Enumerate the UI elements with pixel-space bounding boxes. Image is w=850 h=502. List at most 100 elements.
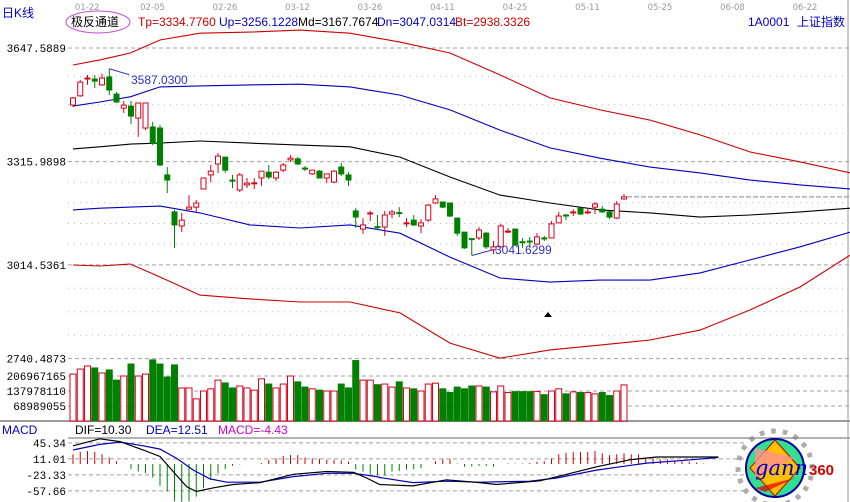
volume-bar — [214, 379, 222, 422]
candle-body — [222, 156, 229, 171]
candle-down — [302, 166, 308, 172]
candle-down — [157, 124, 163, 167]
candle-body — [461, 231, 468, 249]
candle-body — [534, 236, 540, 245]
volume-bar — [388, 386, 396, 422]
candle-body — [570, 211, 577, 214]
dif-line — [72, 438, 719, 493]
volume-bar — [374, 384, 381, 422]
date-tick-label: 04-11 — [430, 3, 455, 13]
candle-up — [505, 228, 511, 234]
price-tick-label: 3647.5889 — [7, 44, 66, 56]
volume-bar — [243, 387, 251, 422]
volume-bar — [352, 360, 360, 422]
candle-body — [70, 97, 76, 106]
candle-body — [447, 202, 453, 217]
candle-down — [454, 217, 461, 236]
candle-body — [149, 126, 156, 144]
candle-up — [613, 200, 620, 220]
candle-body — [294, 158, 301, 165]
candle-body — [425, 204, 432, 221]
volume-bar — [620, 384, 628, 422]
candle-up — [534, 233, 540, 246]
candle-up — [389, 209, 395, 219]
candle-body — [323, 173, 330, 179]
macd-pane — [72, 438, 719, 502]
volume-bar — [120, 375, 128, 422]
volume-bar — [192, 398, 200, 422]
candle-body — [563, 214, 569, 217]
indicator-name[interactable]: 极反通道 — [71, 15, 119, 29]
macd-tick-label: -57.66 — [26, 487, 66, 499]
candle-down — [563, 213, 569, 221]
symbol-name: 上证指数 — [797, 14, 845, 29]
candle-body — [432, 198, 439, 204]
candle-body — [106, 76, 113, 91]
volume-bar — [432, 382, 439, 422]
volume-bar — [308, 388, 316, 422]
candle-up — [251, 178, 258, 189]
tp-value: Tp=3334.7760 — [138, 15, 216, 29]
candle-down — [265, 165, 272, 180]
candle-body — [77, 81, 84, 97]
candle-body — [157, 127, 163, 166]
candle-body — [367, 212, 374, 215]
candle-body — [142, 102, 149, 129]
band-line-up — [72, 83, 850, 190]
candle-body — [410, 219, 417, 226]
candle-body — [280, 164, 287, 171]
date-tick-label: 05-25 — [648, 3, 673, 13]
candle-up — [309, 169, 316, 175]
macd-tick-label: -23.33 — [26, 471, 66, 483]
volume-bar — [446, 392, 454, 422]
candle-down — [461, 231, 468, 249]
date-tick-label: 06-08 — [720, 3, 745, 13]
candle-body — [621, 196, 627, 200]
volume-bar — [301, 386, 309, 422]
volume-bar — [207, 388, 215, 422]
candle-up — [142, 102, 149, 131]
candle-body — [265, 171, 272, 178]
candle-up — [621, 194, 627, 200]
candle-body — [236, 174, 243, 191]
candle-up — [432, 195, 439, 205]
candle-up — [323, 173, 330, 184]
volume-bar — [519, 391, 526, 422]
candle-down — [606, 210, 613, 220]
candle-up — [425, 204, 432, 222]
candle-body — [360, 224, 366, 230]
candle-up — [548, 221, 555, 239]
price-tick-label: 2740.4873 — [7, 355, 66, 367]
candle-up — [193, 199, 200, 212]
candle-down — [294, 157, 301, 165]
candle-down — [447, 202, 453, 218]
volume-bar — [142, 373, 149, 422]
candle-body — [229, 179, 236, 182]
volume-bar — [548, 390, 555, 422]
volume-bar — [381, 383, 389, 422]
candle-body — [454, 217, 461, 234]
volume-bar — [134, 375, 142, 422]
date-tick-label: 05-11 — [575, 3, 600, 13]
candle-up — [497, 223, 504, 248]
candle-body — [251, 182, 258, 185]
candle-up — [360, 218, 366, 234]
volume-bar — [417, 390, 425, 422]
candle-up — [178, 212, 185, 233]
candle-body — [193, 202, 200, 208]
candle-body — [309, 169, 316, 175]
candle-body — [186, 206, 192, 210]
volume-bar — [98, 372, 106, 422]
band-line-dn — [72, 205, 850, 283]
candle-body — [613, 203, 620, 219]
candle-body — [555, 215, 562, 224]
candle-up — [592, 201, 598, 214]
candle-body — [207, 170, 214, 176]
candle-body — [599, 208, 606, 213]
volume-bars — [69, 359, 628, 422]
candle-body — [113, 93, 120, 103]
band-line-bt — [72, 254, 850, 359]
volume-bar — [316, 389, 323, 422]
volume-tick-label: 68989055 — [13, 402, 66, 414]
